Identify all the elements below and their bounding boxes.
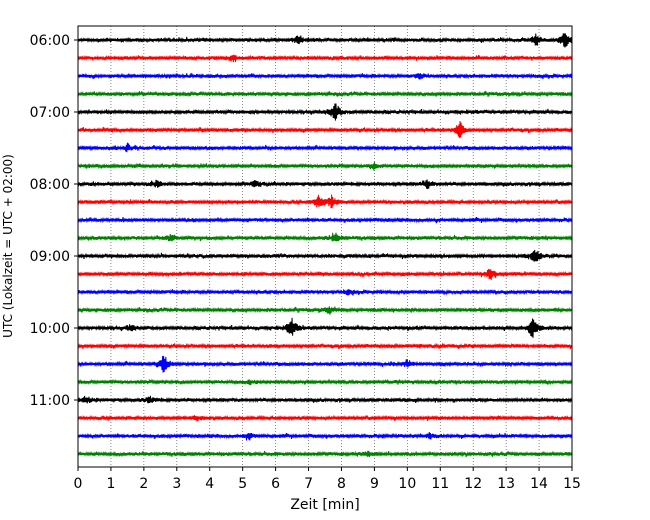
x-axis-label: Zeit [min]: [290, 497, 359, 513]
x-tick-label: 15: [563, 476, 581, 492]
x-tick-label: 7: [304, 476, 313, 492]
plot-frame: [77, 25, 573, 468]
x-tick-label: 6: [271, 476, 280, 492]
x-tick-label: 0: [74, 476, 83, 492]
trace-row-10:45: [77, 378, 573, 386]
x-axis: 0 1 2 3 4 5 6 7 8 9 10 11 12 13 14 15: [74, 467, 581, 492]
trace-row-11:30: [77, 431, 573, 441]
x-tick-label: 13: [497, 476, 515, 492]
trace-row-06:45: [77, 90, 573, 98]
trace-row-07:00: [77, 103, 573, 121]
trace-row-09:00: [77, 249, 573, 262]
trace-row-11:45: [77, 450, 573, 458]
x-tick-label: 8: [337, 476, 346, 492]
seismic-traces: [77, 33, 573, 458]
trace-row-09:30: [77, 288, 573, 296]
trace-row-11:15: [77, 414, 573, 422]
x-tick-label: 9: [370, 476, 379, 492]
x-tick-label: 10: [398, 476, 416, 492]
y-tick-label: 10:00: [30, 321, 70, 337]
x-tick-label: 4: [205, 476, 214, 492]
y-tick-label: 06:00: [30, 33, 70, 49]
trace-row-08:30: [77, 216, 573, 224]
trace-row-10:15: [77, 342, 573, 350]
x-tick-label: 5: [238, 476, 247, 492]
y-tick-label: 07:00: [30, 105, 70, 121]
x-tick-label: 3: [172, 476, 181, 492]
trace-row-08:15: [77, 194, 573, 209]
y-tick-label: 08:00: [30, 177, 70, 193]
x-tick-label: 12: [464, 476, 482, 492]
trace-row-07:30: [77, 142, 573, 153]
trace-row-10:00: [77, 317, 573, 338]
trace-row-10:30: [77, 355, 573, 373]
trace-row-07:45: [77, 161, 573, 171]
trace-row-11:00: [77, 395, 573, 404]
y-axis: 06:00 07:00 08:00 09:00 10:00 11:00: [30, 33, 78, 409]
trace-row-09:15: [77, 268, 573, 280]
x-tick-label: 11: [431, 476, 449, 492]
x-tick-label: 2: [139, 476, 148, 492]
trace-row-08:45: [77, 232, 573, 242]
x-tick-label: 14: [530, 476, 548, 492]
trace-row-06:30: [77, 72, 573, 80]
y-tick-label: 11:00: [30, 393, 70, 409]
trace-row-09:45: [77, 306, 573, 315]
trace-row-06:00: [77, 33, 573, 48]
x-tick-label: 1: [106, 476, 115, 492]
trace-row-06:15: [77, 54, 573, 63]
trace-row-08:00: [77, 179, 573, 190]
trace-row-07:15: [77, 120, 573, 138]
y-tick-label: 09:00: [30, 249, 70, 265]
y-axis-label: UTC (Lokalzeit = UTC + 02:00): [1, 154, 15, 338]
